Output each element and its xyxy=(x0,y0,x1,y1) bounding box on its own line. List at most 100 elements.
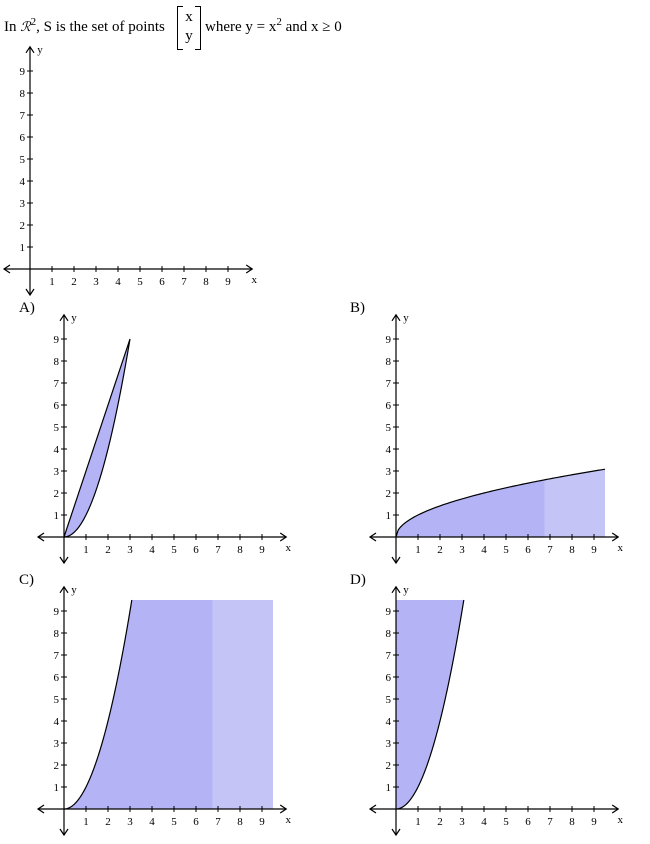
x-tick-label: 1 xyxy=(83,816,89,828)
boundary-curve xyxy=(395,599,465,810)
y-axis-arrow-up-icon xyxy=(391,313,401,322)
option-c-graph[interactable]: 1 2 3 4 5 6 7 8 9 1 2 3 4 5 6 7 8 9 x y xyxy=(34,584,296,842)
boundary-curve xyxy=(63,599,133,810)
y-axis-arrow-down-icon xyxy=(25,288,35,297)
y-tick-label: 6 xyxy=(54,400,60,412)
x-axis-arrow-right-icon xyxy=(611,532,620,542)
y-tick-label: 9 xyxy=(20,66,26,78)
y-axis-label: y xyxy=(403,584,409,596)
x-axis-label: x xyxy=(285,542,291,554)
option-d-graph[interactable]: 1 2 3 4 5 6 7 8 9 1 2 3 4 5 6 7 8 9 x y xyxy=(366,584,628,842)
y-tick-label: 4 xyxy=(54,716,60,728)
option-b-graph[interactable]: 1 2 3 4 5 6 7 8 9 1 2 3 4 5 6 7 8 9 x y xyxy=(366,312,628,570)
x-axis-arrow-left-icon xyxy=(368,532,377,542)
x-tick-label: 3 xyxy=(459,544,465,556)
y-axis-label: y xyxy=(403,312,409,324)
vector-top: x xyxy=(185,9,193,25)
y-axis-arrow-up-icon xyxy=(391,585,401,594)
x-tick-label: 1 xyxy=(415,544,421,556)
y-tick-label: 7 xyxy=(54,378,60,390)
y-tick-label: 8 xyxy=(386,628,392,640)
y-tick-label: 9 xyxy=(54,606,60,618)
question-graph: 1 2 3 4 5 6 7 8 9 1 2 3 4 5 6 7 8 9 x y xyxy=(2,44,257,297)
x-tick-label: 9 xyxy=(591,816,597,828)
option-d-label[interactable]: D) xyxy=(350,572,366,588)
x-tick-label: 4 xyxy=(481,816,487,828)
y-tick-label: 4 xyxy=(386,716,392,728)
x-axis-arrow-left-icon xyxy=(368,804,377,814)
x-tick-label: 3 xyxy=(459,816,465,828)
y-tick-label: 3 xyxy=(54,466,60,478)
x-tick-label: 9 xyxy=(225,276,231,288)
y-tick-label: 1 xyxy=(386,510,392,522)
y-tick-label: 2 xyxy=(386,760,392,772)
y-tick-label: 3 xyxy=(20,198,26,210)
y-tick-label: 6 xyxy=(386,672,392,684)
x-axis-label: x xyxy=(617,542,623,554)
x-tick-label: 9 xyxy=(591,544,597,556)
y-axis-arrow-down-icon xyxy=(59,828,69,837)
y-tick-label: 3 xyxy=(386,738,392,750)
y-tick-label: 9 xyxy=(54,334,60,346)
y-axis-label: y xyxy=(71,312,77,324)
x-tick-label: 6 xyxy=(525,544,531,556)
x-tick-label: 8 xyxy=(569,544,575,556)
x-axis-arrow-left-icon xyxy=(2,264,11,274)
x-tick-label: 5 xyxy=(171,544,177,556)
x-tick-label: 5 xyxy=(171,816,177,828)
x-tick-label: 4 xyxy=(149,816,155,828)
x-tick-label: 1 xyxy=(83,544,89,556)
shaded-region xyxy=(396,600,464,809)
option-b-label[interactable]: B) xyxy=(350,300,365,316)
y-tick-label: 1 xyxy=(54,510,60,522)
x-tick-label: 6 xyxy=(193,816,199,828)
x-tick-label: 1 xyxy=(415,816,421,828)
x-tick-label: 4 xyxy=(149,544,155,556)
x-tick-label: 2 xyxy=(105,544,111,556)
y-tick-label: 8 xyxy=(54,628,60,640)
x-axis-arrow-right-icon xyxy=(279,532,288,542)
question-prefix: In ℛ2, S is the set of points xyxy=(4,16,165,35)
y-axis-label: y xyxy=(37,44,43,56)
y-axis-arrow-up-icon xyxy=(59,585,69,594)
y-tick-label: 9 xyxy=(386,606,392,618)
y-tick-label: 4 xyxy=(54,444,60,456)
x-tick-label: 9 xyxy=(259,816,265,828)
x-tick-label: 4 xyxy=(115,276,121,288)
y-tick-label: 1 xyxy=(386,782,392,794)
y-tick-label: 7 xyxy=(20,110,26,122)
x-axis-arrow-right-icon xyxy=(245,264,254,274)
y-tick-label: 7 xyxy=(386,650,392,662)
option-a-label[interactable]: A) xyxy=(19,300,35,316)
x-tick-label: 7 xyxy=(215,816,221,828)
x-axis-arrow-right-icon xyxy=(611,804,620,814)
y-tick-label: 2 xyxy=(20,220,26,232)
x-tick-label: 8 xyxy=(203,276,209,288)
x-tick-label: 2 xyxy=(105,816,111,828)
y-tick-label: 5 xyxy=(54,694,60,706)
x-axis-arrow-left-icon xyxy=(36,804,45,814)
x-tick-label: 3 xyxy=(127,816,133,828)
x-tick-label: 1 xyxy=(49,276,55,288)
y-tick-label: 4 xyxy=(20,176,26,188)
y-tick-label: 3 xyxy=(386,466,392,478)
y-tick-label: 5 xyxy=(386,694,392,706)
boundary-curve xyxy=(63,338,131,538)
shaded-region-light xyxy=(212,600,273,809)
x-axis-label: x xyxy=(617,814,623,826)
x-tick-label: 7 xyxy=(547,544,553,556)
x-tick-label: 6 xyxy=(159,276,165,288)
y-tick-label: 8 xyxy=(54,356,60,368)
y-tick-label: 6 xyxy=(386,400,392,412)
x-tick-label: 3 xyxy=(127,544,133,556)
x-tick-label: 5 xyxy=(503,544,509,556)
point-vector: x y xyxy=(177,6,201,50)
option-c-label[interactable]: C) xyxy=(19,572,34,588)
option-a-graph[interactable]: 1 2 3 4 5 6 7 8 9 1 2 3 4 5 6 7 8 9 x y xyxy=(34,312,296,570)
x-tick-label: 7 xyxy=(547,816,553,828)
x-tick-label: 2 xyxy=(71,276,77,288)
x-tick-label: 2 xyxy=(437,816,443,828)
x-tick-label: 9 xyxy=(259,544,265,556)
x-tick-label: 4 xyxy=(481,544,487,556)
vector-bottom: y xyxy=(185,28,193,44)
